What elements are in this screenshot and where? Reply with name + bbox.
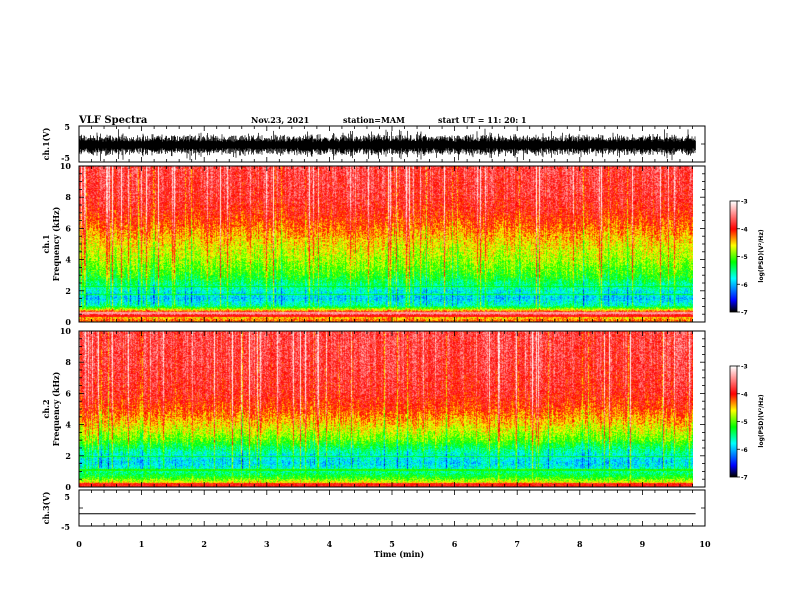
colorbar-tick-label: -7 <box>741 475 748 482</box>
spectrogram-ch2-panel: 0 2 4 6 8 10 ch.2 Frequency (kHz) <box>41 326 706 492</box>
x-tick-label: 10 <box>699 539 711 549</box>
x-tick-label: 3 <box>264 539 270 549</box>
x-tick-label: 4 <box>327 539 333 549</box>
ch3-ytick-bottom: -5 <box>61 522 70 532</box>
waveform-ch1-path <box>78 128 696 161</box>
waveform-ch1-trace <box>78 128 696 161</box>
y-tick-label: 0 <box>65 317 71 327</box>
date-label: Nov.23, 2021 <box>251 115 309 125</box>
x-tick-label: 1 <box>139 539 145 549</box>
colorbar-ch1-label: log(PSD)(V²/Hz) <box>758 229 765 282</box>
spectrogram-ch2-image <box>79 331 693 487</box>
figure-title: VLF Spectra <box>78 115 148 126</box>
x-tick-label: 6 <box>452 539 458 549</box>
y-tick-label: 4 <box>65 255 71 265</box>
colorbar-tick-label: -6 <box>741 447 748 454</box>
colorbar-ch2-label: log(PSD)(V²/Hz) <box>758 394 765 447</box>
spectrogram-ch1-ticks <box>78 165 706 323</box>
waveform-ch3-panel: 5 -5 ch.3(V) <box>41 489 706 532</box>
ch2-spec-ylabel-line1: ch.2 <box>41 399 51 418</box>
start-time-label: start UT = 11: 20: 1 <box>438 115 527 125</box>
colorbar-tick-label: -3 <box>741 364 748 371</box>
colorbar-ch2-gradient <box>730 366 737 477</box>
x-axis-label: Time (min) <box>374 549 424 559</box>
waveform-ch1-ticks <box>78 125 706 163</box>
colorbar-tick-label: -4 <box>741 226 748 233</box>
colorbar-tick-label: -4 <box>741 391 748 398</box>
spectrogram-ch1-image <box>79 166 693 322</box>
ch1-spec-ylabel-line2: Frequency (kHz) <box>51 206 61 281</box>
y-tick-label: 6 <box>65 388 71 398</box>
y-tick-label: 8 <box>65 357 71 367</box>
x-axis-tick-labels: 0 1 2 3 4 5 6 7 8 9 10 <box>76 539 711 549</box>
x-tick-label: 2 <box>201 539 207 549</box>
ch3-ylabel: ch.3(V) <box>41 491 51 524</box>
y-tick-label: 10 <box>60 161 72 171</box>
colorbar-tick-label: -5 <box>741 254 748 261</box>
y-tick-label: 2 <box>65 451 71 461</box>
waveform-ch1-panel: 5 -5 ch.1(V) <box>41 122 706 163</box>
ch1-ylabel: ch.1(V) <box>41 127 51 160</box>
colorbar-ch1-gradient <box>730 201 737 312</box>
spectrogram-ch1-ytick-labels: 0 2 4 6 8 10 <box>60 161 72 327</box>
x-tick-label: 0 <box>76 539 82 549</box>
ch1-ytick-top: 5 <box>64 122 70 132</box>
y-tick-label: 2 <box>65 286 71 296</box>
colorbar-tick-label: -3 <box>741 199 748 206</box>
colorbar-tick-label: -7 <box>741 310 748 317</box>
x-tick-label: 9 <box>640 539 646 549</box>
y-tick-label: 0 <box>65 482 71 492</box>
colorbar-tick-label: -5 <box>741 419 748 426</box>
y-tick-label: 10 <box>60 326 72 336</box>
colorbar-ch2-ticks: -3 -4 -5 -6 -7 <box>737 364 748 482</box>
waveform-ch3-ticks <box>78 489 706 527</box>
waveform-ch3-frame <box>78 489 706 527</box>
x-tick-label: 5 <box>389 539 395 549</box>
colorbar-ch2: -3 -4 -5 -6 -7 log(PSD)(V²/Hz) <box>729 364 765 482</box>
y-tick-label: 4 <box>65 420 71 430</box>
spectrogram-ch1-panel: 0 2 4 6 8 10 ch.1 Frequency (kHz) <box>41 161 706 327</box>
ch2-spec-ylabel-line2: Frequency (kHz) <box>51 371 61 446</box>
colorbar-tick-label: -6 <box>741 282 748 289</box>
colorbar-ch1-ticks: -3 -4 -5 -6 -7 <box>737 199 748 317</box>
ch1-ytick-bottom: -5 <box>61 153 70 163</box>
spectrogram-ch2-ticks <box>78 330 706 488</box>
ch1-spec-ylabel-line1: ch.1 <box>41 234 51 253</box>
ch3-ytick-top: 5 <box>64 492 70 502</box>
x-tick-label: 8 <box>577 539 583 549</box>
station-label: station=MAM <box>343 115 405 125</box>
x-tick-label: 7 <box>514 539 520 549</box>
y-tick-label: 8 <box>65 192 71 202</box>
spectrogram-ch2-ytick-labels: 0 2 4 6 8 10 <box>60 326 72 492</box>
colorbar-ch1: -3 -4 -5 -6 -7 log(PSD)(V²/Hz) <box>729 199 765 317</box>
y-tick-label: 6 <box>65 223 71 233</box>
